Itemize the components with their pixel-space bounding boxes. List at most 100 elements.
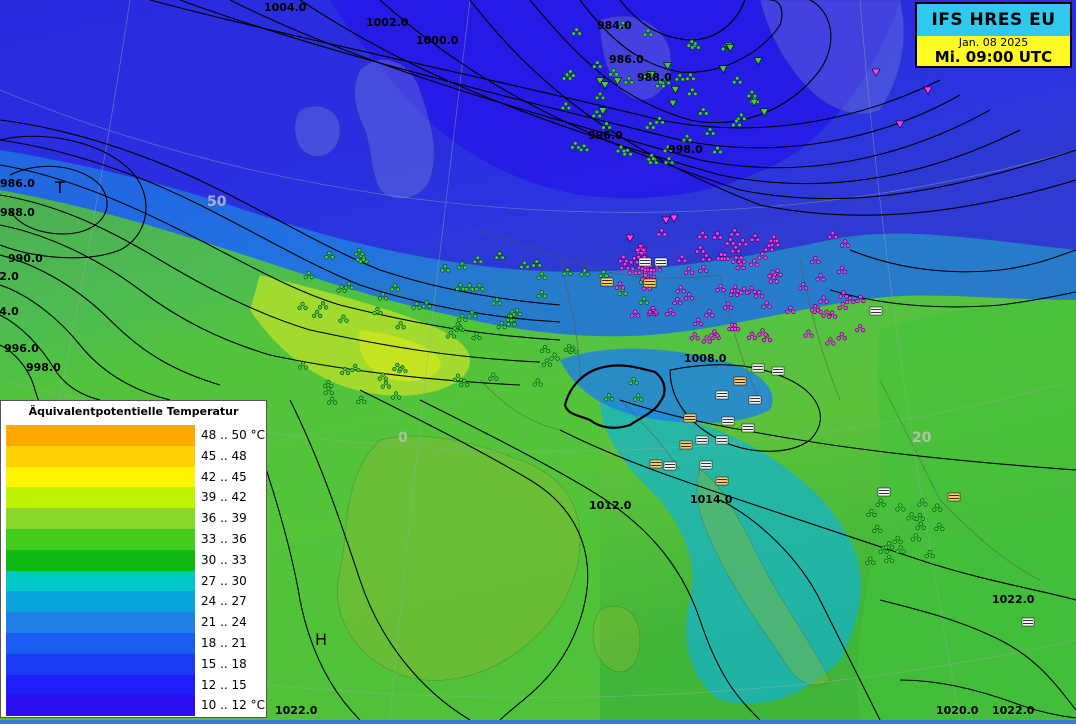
precip-symbol [604,121,609,126]
grid-label-20: 20 [912,430,932,446]
precip-symbol [778,272,783,277]
precip-symbol [638,300,643,305]
precip-symbol [635,260,640,265]
shower-symbol [661,216,671,225]
fog-symbol [1021,617,1035,627]
precip-symbol [574,349,579,355]
isobar-label: 996.0 [588,129,623,142]
precip-symbol [477,336,482,341]
precip-symbol [494,255,499,260]
precip-symbol [457,317,462,322]
isobar-label: 1020.0 [936,704,979,717]
precip-symbol [821,277,826,282]
precip-symbol [767,304,772,309]
precip-symbol [831,341,836,346]
fog-symbol [869,306,883,316]
precip-symbol [858,294,863,300]
precip-symbol [735,232,740,237]
precip-symbol [698,321,704,326]
precip-symbol [701,249,706,254]
precip-symbol [813,256,818,261]
fog-symbol [695,435,709,445]
precip-symbol [323,383,328,388]
precip-symbol [920,516,925,521]
precip-symbol [398,321,403,326]
precip-symbol [704,335,709,340]
precip-symbol [878,528,883,533]
precip-symbol [771,234,776,240]
legend-swatch [6,508,195,530]
precip-symbol [338,318,343,323]
precip-symbol [300,301,305,307]
precip-symbol [735,265,740,271]
precip-symbol [570,145,575,150]
precip-symbol [604,273,609,278]
precip-symbol [715,231,720,236]
precip-symbol [739,112,744,118]
precip-symbol [601,269,606,274]
precip-symbol [715,333,720,338]
precip-symbol [655,84,660,89]
precip-symbol [480,287,485,292]
precip-symbol [693,41,698,46]
precip-symbol [303,305,308,311]
precip-symbol [654,160,659,165]
precip-symbol [617,281,623,286]
precip-symbol [839,265,845,270]
precip-symbol [463,317,468,322]
fog-symbol [699,460,713,470]
shower-symbol [895,120,905,129]
shower-symbol [646,71,656,80]
precip-symbol [842,239,848,244]
precip-symbol [568,69,573,74]
precip-symbol [606,393,612,398]
precip-symbol [638,397,644,402]
precip-symbol [320,301,326,306]
precip-symbol [847,296,853,301]
legend-label: 30 .. 33 [201,552,247,567]
precip-symbol [749,285,754,291]
precip-symbol [729,305,734,310]
precip-symbol [327,251,332,256]
precip-symbol [445,334,451,339]
precip-symbol [592,64,597,69]
precip-symbol [728,292,734,297]
precip-symbol [732,80,737,85]
legend-label: 21 .. 24 [201,615,247,630]
precip-symbol [342,366,348,372]
precip-symbol [705,131,710,136]
precip-symbol [681,138,687,143]
precip-symbol [581,143,587,148]
precip-symbol [386,384,392,389]
precip-symbol [735,76,740,81]
precip-symbol [844,300,850,305]
precip-symbol [686,43,691,48]
precip-symbol [741,265,746,271]
precip-symbol [749,262,754,267]
precip-symbol [721,287,726,293]
precip-symbol [774,279,779,284]
shower-symbol [871,68,881,77]
precip-symbol [629,80,634,85]
precip-symbol [689,296,695,301]
legend-label: 12 .. 15 [201,677,247,692]
precip-symbol [542,275,548,280]
low-pressure-marker: T [54,178,65,197]
legend-label: 36 .. 39 [201,511,247,526]
isobar-label: 988.0 [637,71,672,84]
fog-symbol [638,257,652,267]
precip-symbol [440,268,445,273]
precip-symbol [737,122,742,128]
precip-symbol [887,541,892,546]
precip-symbol [683,296,689,301]
precip-symbol [887,554,892,560]
precip-symbol [809,308,815,313]
precip-symbol [878,498,883,503]
precip-symbol [477,283,482,288]
shower-symbol [613,77,623,86]
precip-symbol [459,382,464,387]
shower-symbol [668,99,678,108]
precip-symbol [675,289,680,294]
legend-swatch [6,549,195,571]
